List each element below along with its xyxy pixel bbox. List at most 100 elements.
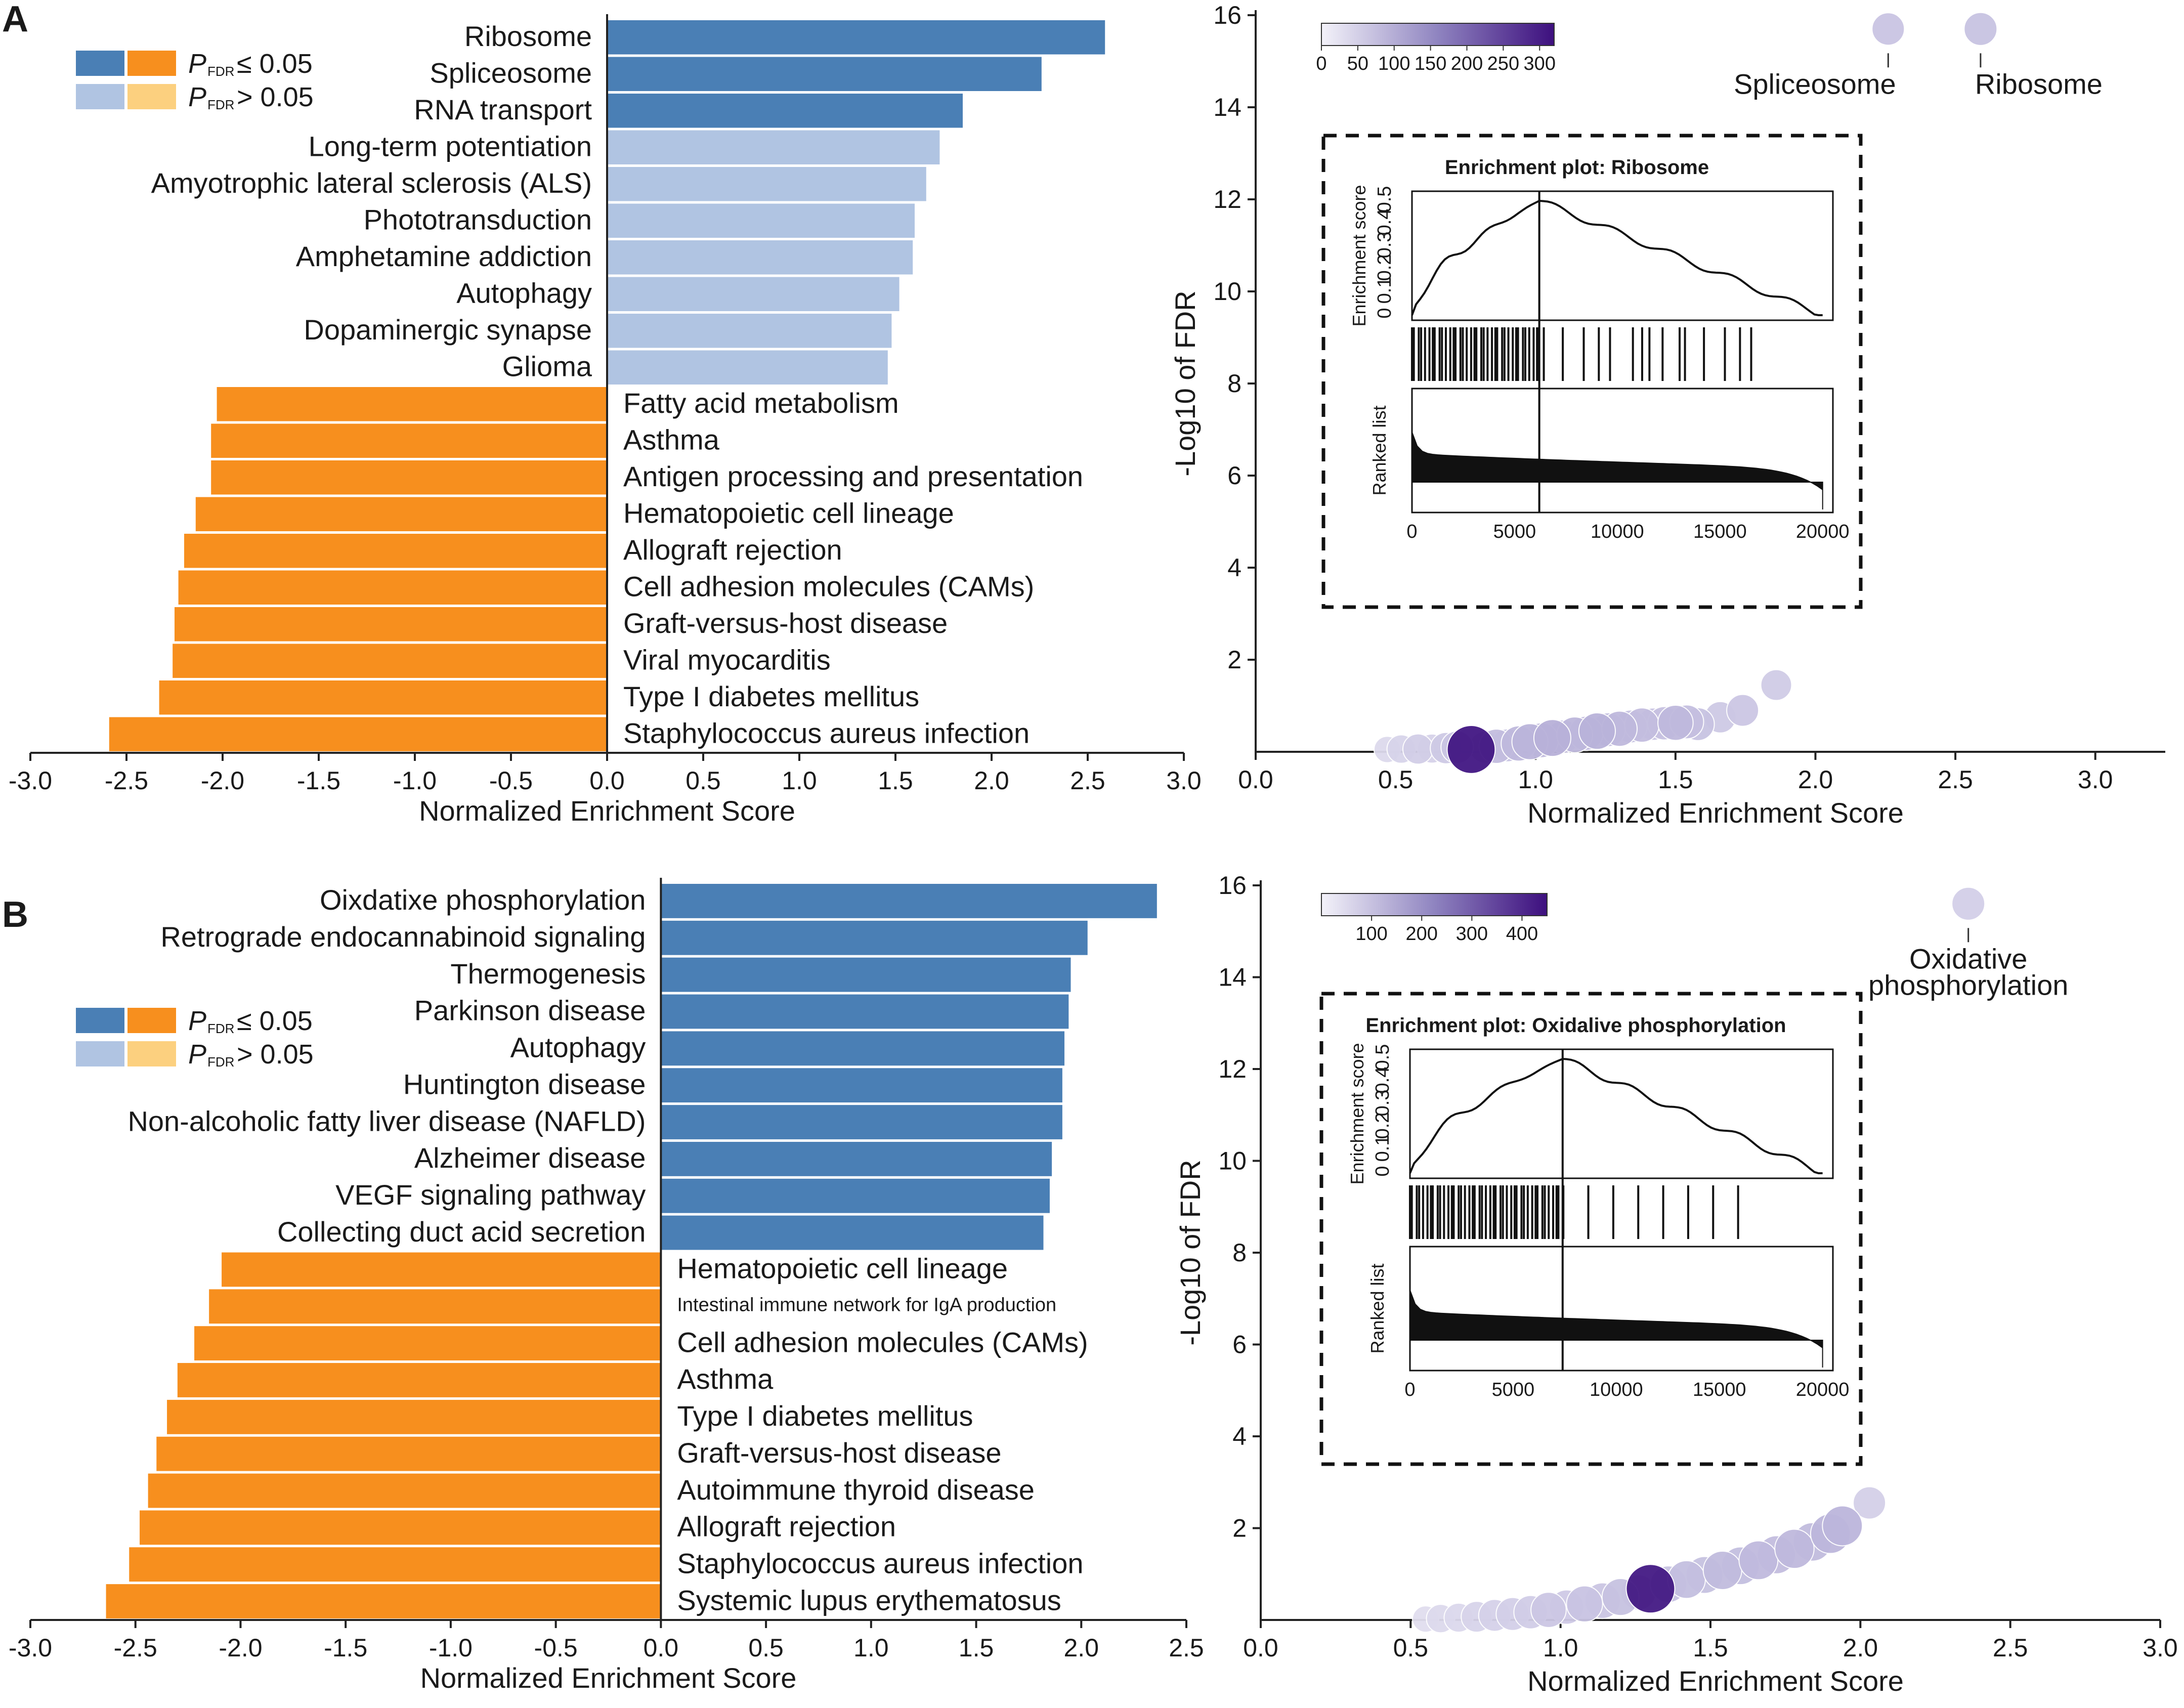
y-tick-label: 2 <box>1232 1514 1247 1543</box>
legend-subscript: FDR <box>207 1054 234 1070</box>
y-tick-label: 14 <box>1213 93 1241 121</box>
term-label: Amphetamine addiction <box>296 240 592 272</box>
term-label: Graft-versus-host disease <box>623 607 948 639</box>
x-tick-label: 1.5 <box>959 1634 994 1662</box>
bar <box>140 1510 661 1545</box>
legend-label: P <box>188 1039 206 1070</box>
x-tick-label: -2.5 <box>114 1634 157 1662</box>
x-tick-label: 2.0 <box>1798 765 1833 794</box>
legend-threshold: ≤ 0.05 <box>237 49 313 79</box>
inset-title: Enrichment plot: Oxidalive phosphorylati… <box>1365 1014 1786 1037</box>
bar <box>661 1178 1050 1213</box>
y-axis-title: -Log10 of FDR <box>1169 290 1201 476</box>
term-label: Amyotrophic lateral sclerosis (ALS) <box>151 167 592 199</box>
colorbar-tick-label: 250 <box>1487 53 1519 74</box>
x-tick-label: 0.0 <box>1238 765 1273 794</box>
colorbar-tick-label: 50 <box>1347 53 1368 74</box>
x-tick-label: -1.0 <box>393 766 437 795</box>
colorbar-tick-label: 100 <box>1355 923 1387 945</box>
colorbar <box>1321 893 1548 916</box>
es-tick-label: 0.3 <box>1372 1090 1393 1117</box>
bubble-point <box>1738 1540 1779 1581</box>
inset-x-tick-label: 5000 <box>1492 1379 1535 1400</box>
legend-label: P <box>188 82 206 112</box>
x-tick-label: 1.0 <box>853 1634 889 1662</box>
bar <box>607 20 1105 55</box>
bar <box>167 1399 661 1434</box>
term-label: Oixdatixe phosphorylation <box>320 884 646 916</box>
legend-subscript: FDR <box>207 64 234 79</box>
bubble-point <box>1625 1564 1676 1614</box>
y-tick-label: 4 <box>1232 1422 1247 1450</box>
colorbar-tick-label: 100 <box>1378 53 1410 74</box>
bar <box>661 1141 1052 1176</box>
inset-x-tick-label: 15000 <box>1693 1379 1746 1400</box>
x-tick-label: -2.0 <box>219 1634 262 1662</box>
term-label: Autophagy <box>510 1032 646 1063</box>
term-label: VEGF signaling pathway <box>335 1179 646 1211</box>
ranked-list-area <box>1409 1252 1823 1368</box>
chart-layer: Ribosome Spliceosome RNA transport Long-ter… <box>9 1 2178 1697</box>
es-tick-label: 0.5 <box>1372 1044 1393 1071</box>
inset-x-tick-label: 10000 <box>1590 1379 1643 1400</box>
legend-threshold: ≤ 0.05 <box>237 1006 313 1036</box>
enrichment-inset: Enrichment plot: Oxidalive phosphorylati… <box>1319 992 1863 1466</box>
term-label: Type I diabetes mellitus <box>677 1400 973 1432</box>
term-label: Ribosome <box>464 20 592 52</box>
bar <box>661 994 1069 1029</box>
term-label: Allograft rejection <box>677 1511 896 1543</box>
term-label: Cell adhesion molecules (CAMs) <box>677 1326 1088 1358</box>
inset-x-tick-label: 0 <box>1404 1379 1415 1400</box>
x-tick-label: 2.0 <box>1064 1634 1099 1662</box>
inset-title: Enrichment plot: Ribosome <box>1445 156 1709 179</box>
term-label: Glioma <box>502 350 592 382</box>
enrichment-inset: Enrichment plot: Ribosome Enrichment scor… <box>1321 134 1863 609</box>
x-tick-label: 3.0 <box>2143 1634 2178 1662</box>
colorbar-tick-label: 200 <box>1406 923 1438 945</box>
term-label: Phototransduction <box>364 203 592 235</box>
bubble-point <box>1760 669 1792 701</box>
x-tick-label: 0.0 <box>589 766 625 795</box>
es-tick-label: 0.1 <box>1372 1135 1393 1162</box>
es-tick-label: 0.3 <box>1374 232 1395 259</box>
y-tick-label: 6 <box>1227 461 1241 490</box>
point-annotation: phosphorylation <box>1868 969 2068 1001</box>
term-label: Alzheimer disease <box>414 1142 646 1174</box>
colorbar-tick-label: 400 <box>1506 923 1538 945</box>
panel-letter-b: B <box>2 894 28 935</box>
es-curve <box>1409 1057 1823 1174</box>
term-label: Type I diabetes mellitus <box>623 680 919 712</box>
bubble-point <box>1446 724 1496 774</box>
bubble-point <box>1951 886 1986 921</box>
y-tick-label: 16 <box>1213 1 1241 29</box>
x-tick-label: 0.5 <box>748 1634 784 1662</box>
term-label: Autophagy <box>456 277 592 309</box>
term-label: Asthma <box>677 1363 774 1395</box>
bar <box>148 1473 661 1508</box>
bar <box>607 350 888 385</box>
legend-swatch <box>76 51 124 76</box>
colorbar-tick-label: 200 <box>1451 53 1483 74</box>
term-label: Hematopoietic cell lineage <box>677 1253 1008 1285</box>
bubble-point <box>1963 12 1998 46</box>
bar <box>607 240 913 275</box>
x-tick-label: 2.0 <box>1843 1634 1878 1662</box>
x-tick-label: -1.5 <box>324 1634 367 1662</box>
legend-threshold: > 0.05 <box>237 82 314 112</box>
legend-swatch <box>76 1041 124 1066</box>
es-axis-label: Enrichment score <box>1349 185 1369 326</box>
es-tick-label: 0.2 <box>1374 254 1395 281</box>
y-tick-label: 8 <box>1227 369 1241 398</box>
ranked-list-label: Ranked list <box>1367 1263 1388 1353</box>
bar <box>173 644 607 678</box>
es-frame <box>1409 1048 1834 1179</box>
bar <box>222 1252 661 1287</box>
term-label: Staphylococcus aureus infection <box>677 1547 1083 1579</box>
y-tick-label: 16 <box>1218 871 1247 900</box>
legend: P FDR ≤ 0.05P FDR > 0.05 <box>76 1006 314 1070</box>
bar <box>106 1584 661 1618</box>
bar <box>661 920 1088 955</box>
bar <box>109 717 608 751</box>
bar <box>607 57 1042 91</box>
point-annotation: Ribosome <box>1975 68 2103 100</box>
